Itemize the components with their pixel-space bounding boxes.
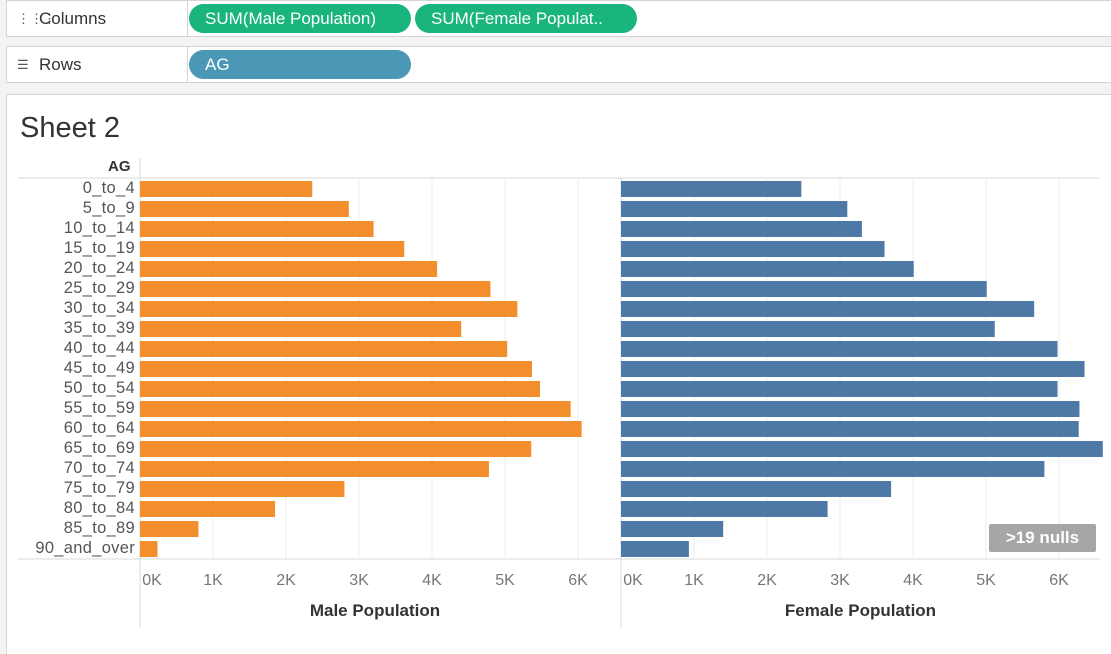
female-bar [621,541,689,557]
male-bar [140,381,541,397]
male-bar [140,541,158,557]
category-label[interactable]: 35_to_39 [63,319,135,337]
male-bar [140,241,405,257]
male-bar [140,501,276,517]
category-label[interactable]: 45_to_49 [63,359,135,377]
female-bar [621,401,1080,417]
category-label[interactable]: 5_to_9 [82,199,135,217]
male-tick-label: 1K [203,572,223,589]
female-bar [621,201,848,217]
female-bar [621,421,1079,437]
male-bar [140,441,532,457]
sheet-title: Sheet 2 [20,112,120,144]
female-bar [621,381,1058,397]
male-bar [140,221,374,237]
category-label[interactable]: 40_to_44 [63,339,135,357]
male-bar [140,481,345,497]
category-label[interactable]: 30_to_34 [63,299,135,317]
male-tick-label: 0K [142,572,162,589]
female-tick-label: 0K [623,572,643,589]
rows-icon: ☰ [17,56,29,72]
female-bar [621,521,724,537]
nulls-badge[interactable]: >19 nulls [989,524,1096,552]
category-label[interactable]: 15_to_19 [63,239,135,257]
male-bar [140,321,462,337]
male-bar [140,401,571,417]
rows-shelf-label: ☰ Rows [7,47,188,82]
male-bar [140,201,349,217]
female-axis-title: Female Population [785,601,936,620]
female-bar [621,221,862,237]
female-bar [621,501,828,517]
ag-pill[interactable]: AG [189,50,411,79]
category-label[interactable]: 90_and_over [35,539,135,557]
male-population-pill[interactable]: SUM(Male Population) [189,4,411,33]
male-bar [140,421,582,437]
category-label[interactable]: 20_to_24 [63,259,135,277]
category-label[interactable]: 0_to_4 [82,179,135,197]
male-tick-label: 4K [422,572,442,589]
category-label[interactable]: 80_to_84 [63,499,135,517]
female-bar [621,261,914,277]
male-tick-label: 3K [349,572,369,589]
male-bar [140,181,313,197]
female-bar [621,241,885,257]
category-label[interactable]: 60_to_64 [63,419,135,437]
male-bar [140,461,489,477]
female-tick-label: 6K [1049,572,1069,589]
male-tick-label: 2K [276,572,296,589]
female-bar [621,481,892,497]
male-axis-title: Male Population [310,601,440,620]
female-tick-label: 4K [903,572,923,589]
category-label[interactable]: 75_to_79 [63,479,135,497]
male-bar [140,301,518,317]
category-label[interactable]: 55_to_59 [63,399,135,417]
category-label[interactable]: 25_to_29 [63,279,135,297]
category-label[interactable]: 85_to_89 [63,519,135,537]
female-tick-label: 3K [830,572,850,589]
row-header-ag[interactable]: AG [108,158,131,175]
female-bar [621,321,995,337]
female-bar [621,301,1035,317]
female-bar [621,281,987,297]
male-bar [140,521,199,537]
male-tick-label: 5K [495,572,515,589]
female-bar [621,361,1085,377]
female-bar [621,441,1103,457]
category-label[interactable]: 70_to_74 [63,459,135,477]
male-bar [140,341,508,357]
female-bar [621,341,1058,357]
female-tick-label: 2K [757,572,777,589]
male-tick-label: 6K [568,572,588,589]
male-bar [140,261,438,277]
female-tick-label: 1K [684,572,704,589]
female-population-pill[interactable]: SUM(Female Populat.. [415,4,637,33]
category-label[interactable]: 10_to_14 [63,219,135,237]
female-bar [621,461,1045,477]
female-tick-label: 5K [976,572,996,589]
male-bar [140,281,491,297]
category-label[interactable]: 50_to_54 [63,379,135,397]
columns-shelf: ⋮⋮⋮ Columns SUM(Male Population) SUM(Fem… [6,0,1111,37]
columns-shelf-label: ⋮⋮⋮ Columns [7,1,188,36]
male-bar [140,361,533,377]
female-bar [621,181,802,197]
rows-shelf: ☰ Rows AG [6,46,1111,83]
category-label[interactable]: 65_to_69 [63,439,135,457]
